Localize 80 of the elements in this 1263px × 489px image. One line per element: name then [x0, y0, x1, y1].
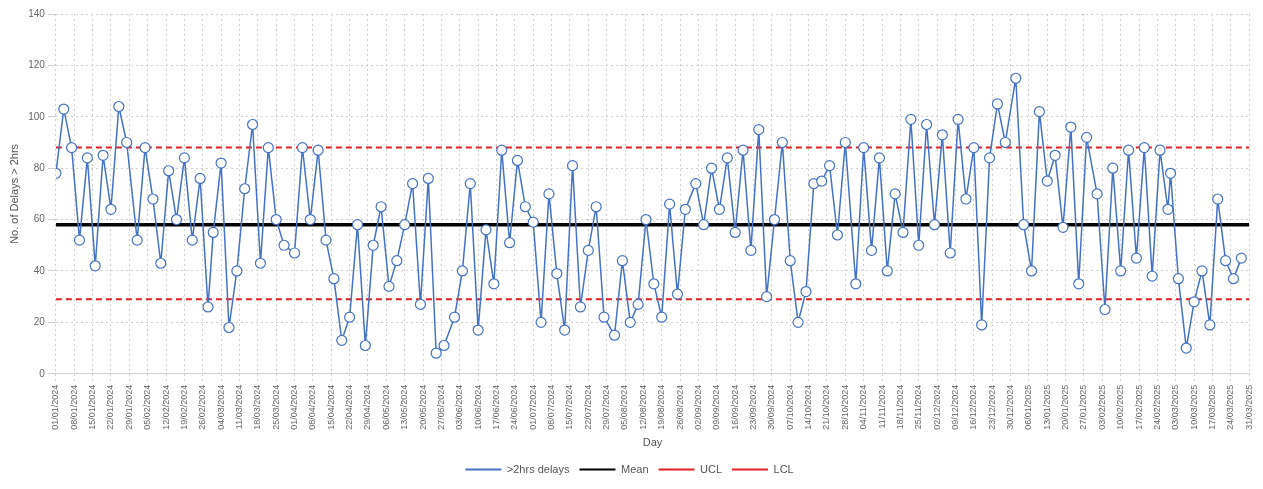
x-tick-label: 21/10/2024	[821, 384, 832, 430]
x-tick-label: 11/11/2024	[876, 384, 887, 429]
y-tick-label: 140	[28, 7, 46, 19]
x-tick-label: 19/02/2024	[178, 384, 189, 430]
x-tick-label: 03/06/2024	[454, 384, 465, 430]
x-tick-label: 27/01/2025	[1078, 384, 1089, 430]
x-tick-label: 03/03/2025	[1170, 384, 1181, 430]
x-tick-label: 20/05/2024	[417, 384, 428, 430]
x-tick-label: 01/01/2024	[50, 384, 61, 430]
x-tick-label: 04/03/2024	[215, 384, 226, 430]
x-tick-label: 24/06/2024	[509, 384, 520, 430]
x-tick-label: 22/07/2024	[582, 384, 593, 430]
y-tick-label: 60	[33, 213, 46, 225]
x-tick-label: 20/01/2025	[1060, 384, 1071, 430]
x-tick-label: 01/04/2024	[289, 384, 300, 430]
x-tick-label: 08/01/2024	[68, 384, 79, 430]
x-tick-label: 25/11/2024	[913, 384, 924, 430]
x-tick-label: 24/03/2025	[1225, 384, 1236, 430]
y-axis-title: No. of Delays > 2hrs	[7, 143, 20, 244]
y-tick-label: 40	[33, 264, 46, 276]
x-tick-label: 10/02/2025	[1115, 384, 1126, 430]
x-tick-label: 30/09/2024	[766, 384, 777, 430]
x-tick-label: 02/09/2024	[692, 384, 703, 430]
x-tick-label: 11/03/2024	[233, 384, 244, 430]
x-tick-label: 28/10/2024	[839, 384, 850, 430]
x-tick-label: 19/08/2024	[656, 384, 667, 430]
x-tick-label: 30/12/2024	[1005, 384, 1016, 430]
y-tick-label: 20	[33, 316, 46, 328]
legend-label: >2hrs delays	[506, 462, 570, 475]
x-tick-label: 15/07/2024	[564, 384, 575, 430]
x-tick-label: 13/01/2025	[1041, 384, 1052, 430]
x-tick-label: 17/03/2025	[1206, 384, 1217, 430]
x-tick-label: 02/12/2024	[931, 384, 942, 430]
x-tick-label: 29/07/2024	[601, 384, 612, 430]
x-tick-label: 12/02/2024	[160, 384, 171, 430]
x-tick-label: 17/06/2024	[490, 384, 501, 430]
legend-label: Mean	[620, 462, 649, 475]
x-tick-label: 18/11/2024	[894, 384, 905, 430]
x-tick-label: 15/01/2024	[87, 384, 98, 430]
x-tick-label: 13/05/2024	[399, 384, 410, 430]
x-tick-label: 29/04/2024	[362, 384, 373, 430]
x-tick-label: 22/01/2024	[105, 384, 116, 430]
x-tick-label: 08/07/2024	[546, 384, 557, 430]
x-tick-label: 01/07/2024	[527, 384, 538, 430]
x-tick-label: 23/12/2024	[986, 384, 997, 430]
x-tick-label: 05/08/2024	[619, 384, 630, 430]
x-tick-label: 14/10/2024	[803, 384, 814, 430]
x-tick-label: 07/10/2024	[784, 384, 795, 430]
x-tick-label: 09/09/2024	[711, 384, 722, 430]
x-tick-label: 22/04/2024	[344, 384, 355, 430]
y-tick-label: 0	[39, 367, 46, 379]
y-tick-label: 100	[28, 110, 46, 122]
x-tick-label: 03/02/2025	[1096, 384, 1107, 430]
x-tick-label: 16/09/2024	[729, 384, 740, 430]
legend-label: LCL	[773, 462, 794, 475]
x-tick-label: 06/01/2025	[1023, 384, 1034, 430]
x-tick-label: 29/01/2024	[123, 384, 134, 430]
x-tick-label: 12/08/2024	[637, 384, 648, 430]
x-tick-label: 05/02/2024	[142, 384, 153, 430]
x-tick-label: 31/03/2025	[1243, 384, 1254, 430]
x-tick-label: 18/03/2024	[252, 384, 263, 430]
x-tick-label: 06/05/2024	[380, 384, 391, 430]
x-tick-label: 26/02/2024	[197, 384, 208, 430]
x-tick-label: 24/02/2025	[1151, 384, 1162, 430]
y-tick-label: 80	[33, 161, 46, 173]
x-tick-label: 26/08/2024	[674, 384, 685, 430]
x-tick-label: 10/06/2024	[472, 384, 483, 430]
x-tick-label: 10/03/2025	[1188, 384, 1199, 430]
x-tick-label: 25/03/2024	[270, 384, 281, 430]
x-tick-label: 23/09/2024	[748, 384, 758, 430]
x-tick-label: 15/04/2024	[325, 384, 336, 430]
x-tick-label: 27/05/2024	[435, 384, 446, 430]
x-tick-label: 16/12/2024	[968, 384, 979, 430]
x-tick-label: 08/04/2024	[307, 384, 318, 430]
x-tick-label: 04/11/2024	[858, 384, 869, 430]
legend-label: UCL	[700, 462, 723, 475]
x-axis-title: Day	[642, 436, 663, 449]
y-tick-label: 120	[28, 59, 46, 71]
x-tick-label: 09/12/2024	[949, 384, 960, 430]
x-tick-label: 17/02/2025	[1133, 384, 1144, 430]
